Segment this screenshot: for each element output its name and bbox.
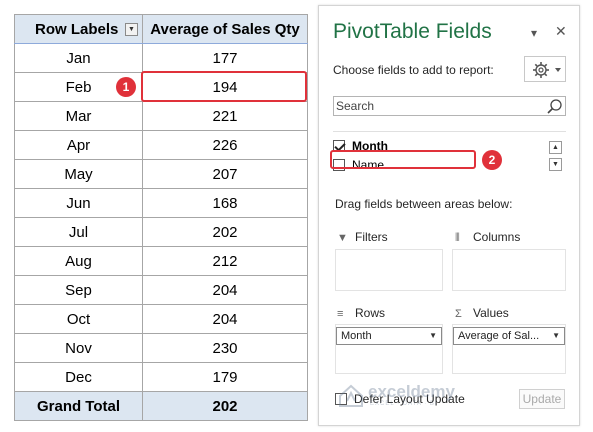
field-search-box bbox=[333, 96, 566, 116]
columns-icon: ⦀ bbox=[455, 232, 460, 244]
table-row: Jun 168 bbox=[14, 188, 308, 218]
table-row: Feb 194 bbox=[14, 72, 308, 102]
columns-area-header: ⦀ Columns bbox=[455, 230, 520, 245]
search-icon[interactable] bbox=[546, 98, 563, 115]
rows-label: Rows bbox=[355, 306, 386, 320]
pane-title: PivotTable Fields bbox=[333, 20, 492, 43]
values-sales-dropdown[interactable]: Average of Sal... ▼ bbox=[453, 327, 565, 345]
chevron-down-icon: ▼ bbox=[429, 331, 437, 340]
watermark-tagline: EXCEL · DATA · BI bbox=[370, 401, 438, 407]
feb-value-highlight bbox=[141, 71, 307, 102]
month-cell[interactable]: Sep bbox=[14, 275, 143, 305]
value-cell[interactable]: 204 bbox=[142, 275, 308, 305]
month-cell[interactable]: May bbox=[14, 159, 143, 189]
table-row: Jul 202 bbox=[14, 217, 308, 247]
pivottable-fields-pane: PivotTable Fields ▾ ✕ Choose fields to a… bbox=[318, 5, 580, 426]
filters-area-header: ▼ Filters bbox=[337, 230, 388, 245]
tools-gear-button[interactable] bbox=[524, 56, 566, 82]
filters-label: Filters bbox=[355, 230, 388, 244]
month-cell[interactable]: Aug bbox=[14, 246, 143, 276]
watermark-name: exceldemy bbox=[368, 382, 455, 401]
value-column-header[interactable]: Average of Sales Qty bbox=[142, 14, 308, 44]
close-icon[interactable]: ✕ bbox=[555, 23, 567, 39]
value-cell[interactable]: 207 bbox=[142, 159, 308, 189]
rows-icon: ≡ bbox=[337, 308, 344, 320]
chevron-down-icon: ▼ bbox=[552, 331, 560, 340]
month-cell[interactable]: Jul bbox=[14, 217, 143, 247]
name-field-highlight bbox=[330, 150, 476, 169]
table-row: Nov 230 bbox=[14, 333, 308, 363]
pane-options-dropdown-icon[interactable]: ▾ bbox=[531, 26, 538, 40]
month-cell[interactable]: Oct bbox=[14, 304, 143, 334]
grand-total-row: Grand Total 202 bbox=[14, 391, 308, 421]
values-label: Values bbox=[473, 306, 509, 320]
step-marker-2: 2 bbox=[482, 150, 502, 170]
month-cell[interactable]: Apr bbox=[14, 130, 143, 160]
table-row: May 207 bbox=[14, 159, 308, 189]
gear-icon bbox=[533, 62, 561, 78]
value-cell[interactable]: 194 bbox=[142, 72, 308, 102]
pivot-header-row: Row Labels ▼ Average of Sales Qty bbox=[14, 14, 308, 44]
month-cell[interactable]: Jun bbox=[14, 188, 143, 218]
sigma-icon: Σ bbox=[455, 308, 462, 320]
table-row: Dec 179 bbox=[14, 362, 308, 392]
grand-total-value[interactable]: 202 bbox=[142, 391, 308, 421]
month-cell[interactable]: Jan bbox=[14, 43, 143, 73]
filter-dropdown-icon[interactable]: ▼ bbox=[125, 23, 138, 36]
grand-total-label[interactable]: Grand Total bbox=[14, 391, 143, 421]
columns-label: Columns bbox=[473, 230, 521, 244]
field-label: Month bbox=[352, 139, 388, 153]
drag-fields-label: Drag fields between areas below: bbox=[335, 197, 513, 211]
month-cell[interactable]: Dec bbox=[14, 362, 143, 392]
table-row: Apr 226 bbox=[14, 130, 308, 160]
values-area-header: Σ Values bbox=[455, 306, 509, 321]
filters-drop-area[interactable] bbox=[335, 249, 443, 291]
value-cell[interactable]: 177 bbox=[142, 43, 308, 73]
pivot-table: Row Labels ▼ Average of Sales Qty Jan 177… bbox=[14, 14, 308, 421]
table-row: Oct 204 bbox=[14, 304, 308, 334]
scroll-up-icon[interactable]: ▲ bbox=[549, 141, 562, 154]
field-search-input[interactable] bbox=[334, 97, 534, 115]
row-labels-header-text: Row Labels bbox=[35, 20, 119, 38]
rows-area-header: ≡ Rows bbox=[337, 306, 385, 321]
value-cell[interactable]: 230 bbox=[142, 333, 308, 363]
scroll-down-icon[interactable]: ▼ bbox=[549, 158, 562, 171]
pane-subtitle: Choose fields to add to report: bbox=[333, 63, 494, 77]
table-row: Mar 221 bbox=[14, 101, 308, 131]
value-cell[interactable]: 168 bbox=[142, 188, 308, 218]
value-cell[interactable]: 204 bbox=[142, 304, 308, 334]
values-field-value: Average of Sal... bbox=[458, 330, 540, 342]
month-cell[interactable]: Nov bbox=[14, 333, 143, 363]
defer-checkbox[interactable] bbox=[335, 393, 347, 405]
value-cell[interactable]: 226 bbox=[142, 130, 308, 160]
columns-drop-area[interactable] bbox=[452, 249, 566, 291]
value-cell[interactable]: 221 bbox=[142, 101, 308, 131]
update-button[interactable]: Update bbox=[519, 389, 565, 409]
exceldemy-watermark: exceldemy EXCEL · DATA · BI bbox=[338, 382, 455, 413]
defer-layout-update[interactable]: Defer Layout Update bbox=[335, 392, 465, 406]
value-cell[interactable]: 202 bbox=[142, 217, 308, 247]
step-marker-1: 1 bbox=[116, 77, 136, 97]
rows-month-dropdown[interactable]: Month ▼ bbox=[336, 327, 442, 345]
value-cell[interactable]: 212 bbox=[142, 246, 308, 276]
exceldemy-logo-icon bbox=[339, 384, 363, 407]
defer-label: Defer Layout Update bbox=[354, 392, 465, 406]
row-labels-header[interactable]: Row Labels ▼ bbox=[14, 14, 143, 44]
table-row: Jan 177 bbox=[14, 43, 308, 73]
table-row: Aug 212 bbox=[14, 246, 308, 276]
month-cell[interactable]: Mar bbox=[14, 101, 143, 131]
filter-icon: ▼ bbox=[337, 232, 348, 244]
rows-field-value: Month bbox=[341, 330, 372, 342]
value-cell[interactable]: 179 bbox=[142, 362, 308, 392]
table-row: Sep 204 bbox=[14, 275, 308, 305]
